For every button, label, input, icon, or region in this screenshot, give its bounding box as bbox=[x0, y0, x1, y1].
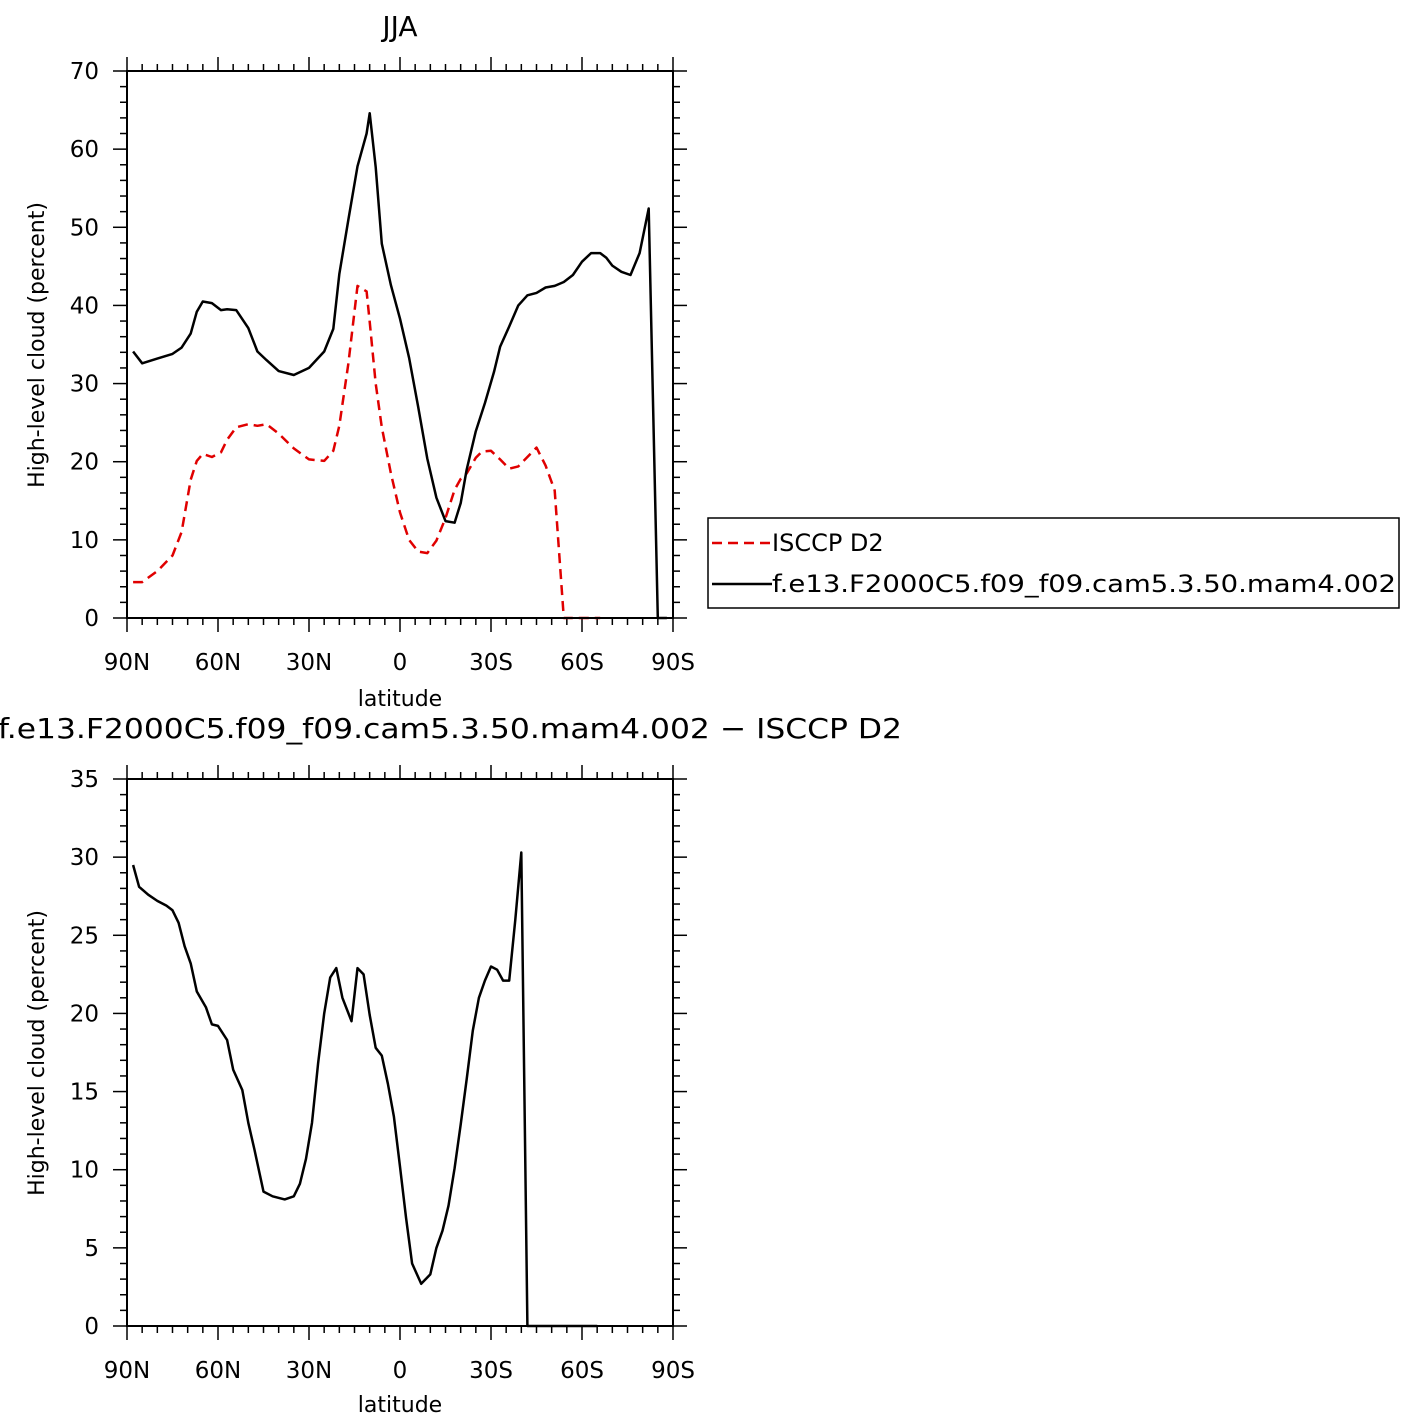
bottom-y-tick-label: 20 bbox=[70, 1001, 99, 1027]
top-x-tick-label: 0 bbox=[393, 650, 408, 676]
top-y-tick-label: 50 bbox=[70, 215, 99, 241]
bottom-panel-title: f.e13.F2000C5.f09_f09.cam5.3.50.mam4.002… bbox=[0, 712, 902, 745]
top-x-tick-label: 90S bbox=[651, 650, 695, 676]
top-y-tick-label: 10 bbox=[70, 528, 99, 554]
top-series-line-0 bbox=[133, 284, 601, 620]
bottom-series-line-0 bbox=[131, 851, 598, 1328]
top-y-tick-label: 20 bbox=[70, 450, 99, 476]
bottom-panel: f.e13.F2000C5.f09_f09.cam5.3.50.mam4.002… bbox=[0, 712, 902, 1418]
top-panel-title: JJA bbox=[380, 10, 417, 43]
bottom-x-axis-label: latitude bbox=[358, 1393, 442, 1418]
legend-entry-model: f.e13.F2000C5.f09_f09.cam5.3.50.mam4.002 bbox=[772, 570, 1396, 598]
bottom-series-group bbox=[131, 851, 598, 1328]
bottom-y-tick-label: 5 bbox=[84, 1236, 99, 1262]
bottom-x-tick-label: 0 bbox=[393, 1358, 408, 1384]
bottom-y-axis-label: High-level cloud (percent) bbox=[25, 910, 50, 1196]
top-axes: 0 10 20 30 40 50 60 70 90N 60N 30N 0 30S 60S 90S bbox=[70, 57, 695, 676]
bottom-y-tick-label: 30 bbox=[70, 845, 99, 871]
top-x-tick-label: 30S bbox=[469, 650, 513, 676]
legend: ISCCP D2 f.e13.F2000C5.f09_f09.cam5.3.50… bbox=[707, 517, 1400, 609]
bottom-x-tick-label: 30N bbox=[286, 1358, 332, 1384]
bottom-y-tick-label: 0 bbox=[84, 1314, 99, 1340]
legend-entry-isccp: ISCCP D2 bbox=[772, 529, 884, 557]
bottom-x-tick-label: 60N bbox=[195, 1358, 241, 1384]
top-y-tick-label: 60 bbox=[70, 137, 99, 163]
legend-box bbox=[707, 517, 1400, 609]
top-plot-frame bbox=[126, 70, 674, 619]
top-x-axis-label: latitude bbox=[358, 687, 442, 712]
bottom-x-tick-label: 90S bbox=[651, 1358, 695, 1384]
bottom-x-tick-label: 30S bbox=[469, 1358, 513, 1384]
top-y-axis-label: High-level cloud (percent) bbox=[25, 202, 50, 488]
top-x-tick-label: 60N bbox=[195, 650, 241, 676]
bottom-y-tick-label: 25 bbox=[70, 923, 99, 949]
bottom-x-tick-label: 90N bbox=[104, 1358, 150, 1384]
top-x-tick-label: 30N bbox=[286, 650, 332, 676]
top-y-tick-label: 70 bbox=[70, 59, 99, 85]
top-y-tick-label: 0 bbox=[84, 606, 99, 632]
top-series-line-1 bbox=[132, 111, 667, 620]
bottom-y-tick-label: 35 bbox=[70, 767, 99, 793]
bottom-x-tick-label: 60S bbox=[560, 1358, 604, 1384]
top-x-tick-label: 60S bbox=[560, 650, 604, 676]
bottom-axes: 0 5 10 15 20 25 30 35 90N 60N 30N 0 30S 60S 90S bbox=[70, 765, 695, 1384]
top-y-tick-label: 40 bbox=[70, 293, 99, 319]
top-series-group bbox=[132, 111, 667, 620]
top-y-tick-label: 30 bbox=[70, 372, 99, 398]
bottom-y-tick-label: 15 bbox=[70, 1080, 99, 1106]
bottom-plot-frame bbox=[126, 778, 674, 1327]
top-x-tick-label: 90N bbox=[104, 650, 150, 676]
top-panel: JJA 0 10 20 30 40 50 60 70 90N 60N 30N 0 30S 60S 90S l… bbox=[25, 10, 695, 712]
bottom-y-tick-label: 10 bbox=[70, 1158, 99, 1184]
